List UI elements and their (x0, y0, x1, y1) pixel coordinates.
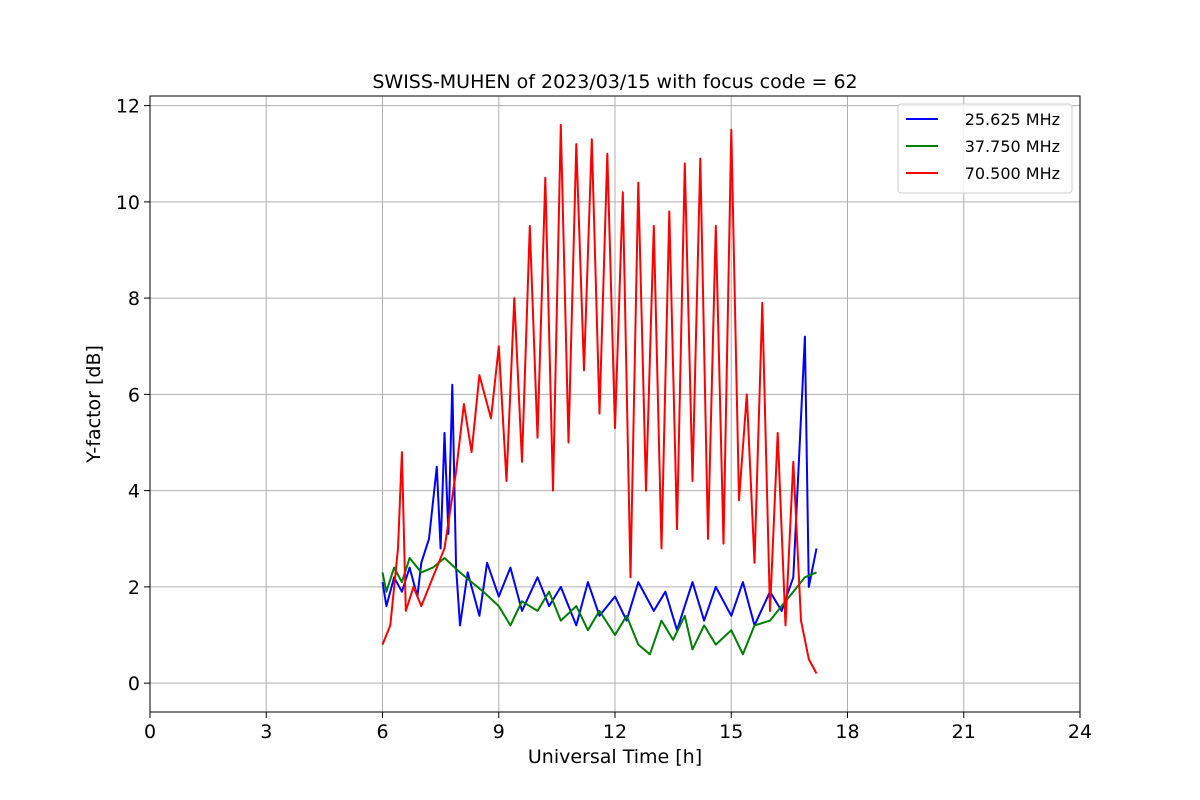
y-tick-label: 4 (128, 481, 140, 503)
x-tick-label: 21 (952, 721, 976, 743)
series-line-1 (381, 557, 817, 656)
y-tick-label: 10 (116, 192, 140, 214)
y-tick-label: 0 (128, 673, 140, 695)
x-tick-label: 18 (835, 721, 859, 743)
x-tick-label: 12 (603, 721, 627, 743)
x-tick-label: 3 (260, 721, 272, 743)
x-axis-label: Universal Time [h] (528, 746, 702, 768)
x-tick-label: 0 (144, 721, 156, 743)
series-line-0 (381, 335, 818, 632)
legend-label: 25.625 MHz (965, 110, 1060, 129)
x-tick-label: 6 (376, 721, 388, 743)
x-tick-label: 9 (493, 721, 505, 743)
legend-label: 37.750 MHz (965, 137, 1060, 156)
y-axis-label: Y-factor [dB] (83, 345, 105, 464)
x-tick-label: 24 (1068, 721, 1092, 743)
series-layer (381, 123, 818, 674)
y-tick-label: 8 (128, 288, 140, 310)
y-tick-label: 6 (128, 384, 140, 406)
chart-title: SWISS-MUHEN of 2023/03/15 with focus cod… (372, 71, 857, 93)
series-line-2 (381, 123, 818, 674)
y-tick-label: 2 (128, 577, 140, 599)
y-tick-label: 12 (116, 96, 140, 118)
x-tick-label: 15 (719, 721, 743, 743)
legend: 25.625 MHz 37.750 MHz 70.500 MHz (897, 103, 1073, 194)
legend-label: 70.500 MHz (965, 164, 1060, 183)
legend-box (897, 103, 1073, 194)
